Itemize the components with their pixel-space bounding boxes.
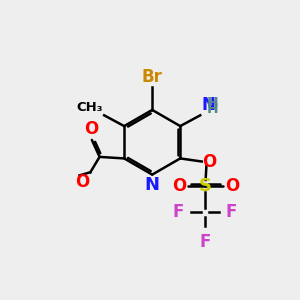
- Text: O: O: [84, 120, 98, 138]
- Text: O: O: [75, 173, 90, 191]
- Text: O: O: [225, 177, 239, 195]
- Text: F: F: [199, 233, 211, 251]
- Text: CH₃: CH₃: [76, 101, 103, 114]
- Text: F: F: [173, 203, 184, 221]
- Text: N: N: [145, 176, 160, 194]
- Text: F: F: [226, 203, 237, 221]
- Text: N: N: [201, 96, 215, 114]
- Text: O: O: [202, 152, 217, 170]
- Text: O: O: [172, 177, 186, 195]
- Text: Br: Br: [142, 68, 163, 86]
- Text: H: H: [207, 96, 219, 110]
- Text: H: H: [206, 102, 218, 116]
- Text: S: S: [199, 177, 212, 195]
